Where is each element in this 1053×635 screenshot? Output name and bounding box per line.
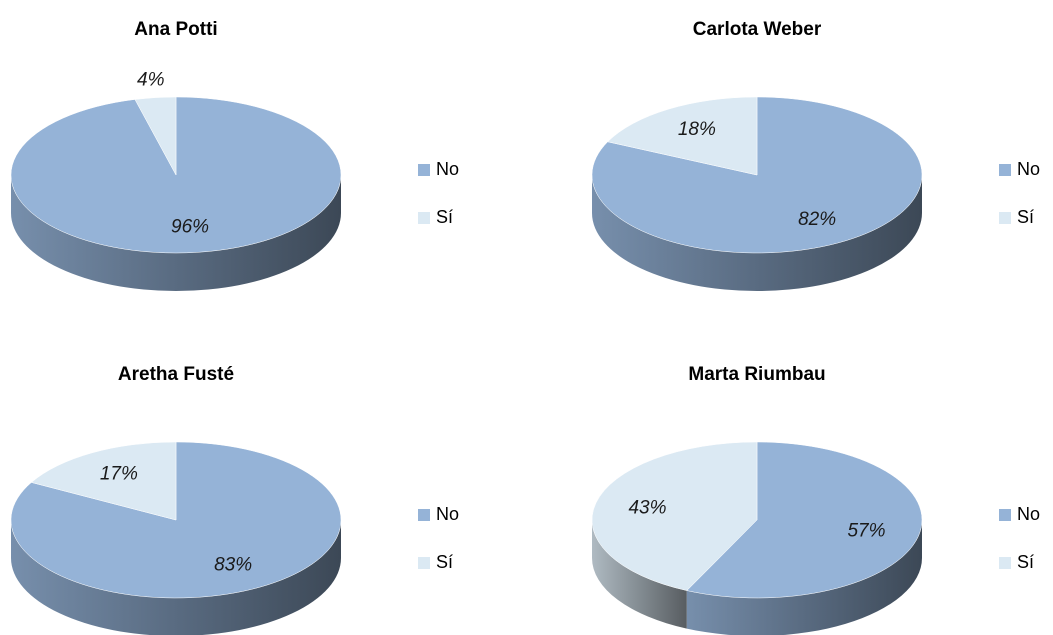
pie	[591, 96, 923, 291]
data-label: 57%	[847, 521, 885, 542]
pie	[10, 96, 342, 291]
slice-side	[686, 520, 922, 635]
slice	[686, 441, 923, 599]
slice	[607, 96, 758, 176]
data-label: 18%	[678, 119, 716, 140]
pie	[591, 441, 923, 635]
slice-side	[592, 175, 922, 291]
legend-marker	[418, 164, 430, 176]
data-label: 83%	[214, 555, 252, 576]
slice	[134, 96, 177, 176]
chart-title: Marta Riumbau	[688, 364, 825, 385]
data-label: 43%	[628, 497, 666, 518]
legend-label: Sí	[1017, 552, 1034, 572]
chart-title: Carlota Weber	[693, 19, 822, 40]
legend-marker	[418, 509, 430, 521]
slice-side	[11, 175, 341, 291]
data-label: 96%	[171, 217, 209, 238]
slice	[30, 441, 177, 521]
legend-label: Sí	[1017, 207, 1034, 227]
legend-marker	[999, 557, 1011, 569]
pie	[10, 441, 342, 635]
legend-marker	[999, 212, 1011, 224]
data-label: 82%	[798, 209, 836, 230]
legend-label: No	[1017, 504, 1040, 524]
legend-marker	[999, 509, 1011, 521]
legend-marker	[418, 212, 430, 224]
slice	[591, 441, 758, 591]
legend-marker	[418, 557, 430, 569]
legend-label: No	[436, 159, 459, 179]
legend-label: No	[436, 504, 459, 524]
slice-side	[11, 520, 341, 635]
legend-label: Sí	[436, 552, 453, 572]
data-label: 4%	[137, 70, 165, 91]
data-label: 17%	[100, 463, 138, 484]
chart-title: Aretha Fusté	[118, 364, 234, 385]
chart-title: Ana Potti	[134, 19, 217, 40]
legend-label: No	[1017, 159, 1040, 179]
legend-marker	[999, 164, 1011, 176]
slice-side	[592, 520, 687, 629]
legend-label: Sí	[436, 207, 453, 227]
